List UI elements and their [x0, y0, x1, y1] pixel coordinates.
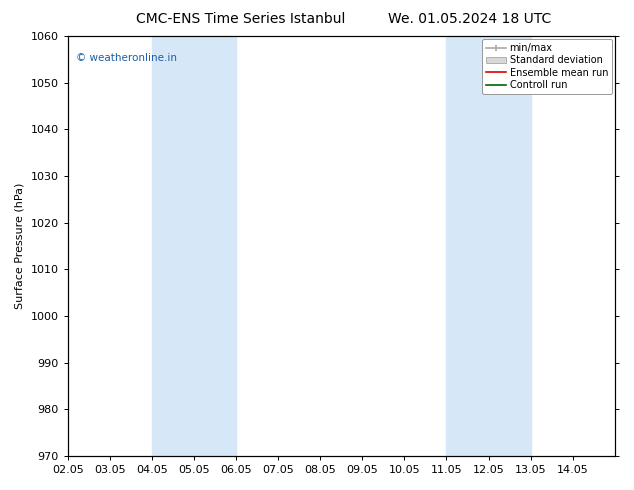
- Legend: min/max, Standard deviation, Ensemble mean run, Controll run: min/max, Standard deviation, Ensemble me…: [482, 39, 612, 94]
- Text: CMC-ENS Time Series Istanbul: CMC-ENS Time Series Istanbul: [136, 12, 346, 26]
- Text: © weatheronline.in: © weatheronline.in: [76, 53, 177, 63]
- Bar: [446, 36, 531, 456]
- Y-axis label: Surface Pressure (hPa): Surface Pressure (hPa): [15, 183, 25, 309]
- Bar: [152, 36, 236, 456]
- Text: We. 01.05.2024 18 UTC: We. 01.05.2024 18 UTC: [387, 12, 551, 26]
